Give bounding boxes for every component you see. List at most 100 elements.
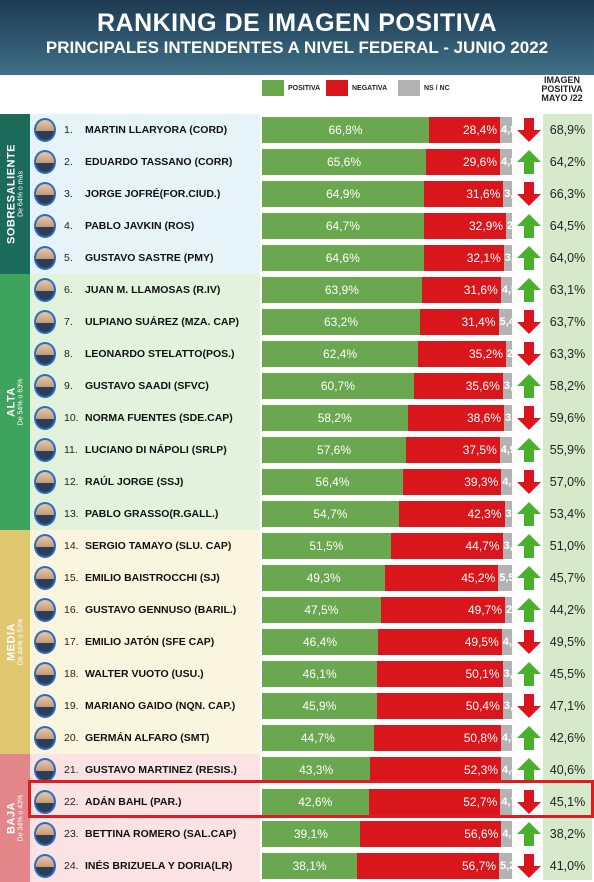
rank-number: 9. (64, 380, 73, 392)
avatar (34, 438, 56, 462)
stacked-bar: 63,2%31,4%5,4% (262, 309, 512, 335)
trend-down-arrow-icon (517, 310, 541, 334)
ranking-row: 19. MARIANO GAIDO (NQN. CAP.) 45,9%50,4%3,… (0, 690, 594, 722)
rank-number: 1. (64, 124, 73, 136)
nsnc-segment: 3,7% (502, 693, 512, 719)
stacked-bar: 64,7%32,9%2,4% (262, 213, 512, 239)
nsnc-segment: 4,7% (500, 789, 512, 815)
negative-segment: 31,4% (420, 309, 499, 335)
band-row-background (30, 114, 260, 274)
stacked-bar: 66,8%28,4%4,8% (262, 117, 512, 143)
nsnc-segment: 4,5% (500, 277, 512, 303)
stacked-bar: 65,6%29,6%4,8% (262, 149, 512, 175)
rank-number: 17. (64, 636, 79, 648)
arrow-shape (517, 822, 541, 846)
mayor-name: JUAN M. LLAMOSAS (R.IV) (85, 284, 221, 296)
mayor-name: SERGIO TAMAYO (SLU. CAP) (85, 540, 232, 552)
nsnc-segment: 3,3% (503, 245, 512, 271)
positive-segment: 60,7% (262, 373, 414, 399)
stacked-bar: 63,9%31,6%4,5% (262, 277, 512, 303)
mayor-name: GUSTAVO SAADI (SFVC) (85, 380, 209, 392)
avatar (34, 854, 56, 878)
band-row-background (30, 274, 260, 530)
rank-number: 15. (64, 572, 79, 584)
avatar (34, 342, 56, 366)
highlight-frame (28, 780, 594, 818)
mayor-name: GUSTAVO GENNUSO (BARIL.) (85, 604, 237, 616)
positive-segment: 64,7% (262, 213, 424, 239)
negative-segment: 49,7% (380, 597, 505, 623)
title-banner: RANKING DE IMAGEN POSITIVA PRINCIPALES I… (0, 0, 594, 75)
arrow-shape (517, 182, 541, 206)
arrow-shape (517, 374, 541, 398)
stacked-bar: 57,6%37,5%4,9% (262, 437, 512, 463)
negative-segment: 35,6% (413, 373, 503, 399)
mayor-name: LUCIANO DI NÁPOLI (SRLP) (85, 444, 227, 456)
ranking-row: 14. SERGIO TAMAYO (SLU. CAP) 51,5%44,7%3,8… (0, 530, 594, 562)
nsnc-segment: 5,2% (499, 853, 512, 879)
trend-up-arrow-icon (517, 758, 541, 782)
arrow-shape (517, 534, 541, 558)
ranking-row: 20. GERMÁN ALFARO (SMT) 44,7%50,8%4,5% 42,6… (0, 722, 594, 754)
mayor-name: ADÁN BAHL (PAR.) (85, 796, 182, 808)
nsnc-segment: 3,7% (502, 373, 512, 399)
ranking-row: 12. RAÚL JORGE (SSJ) 56,4%39,3%4,3% 57,0% (0, 466, 594, 498)
legend-positive-label: POSITIVA (288, 84, 321, 92)
arrow-shape (517, 438, 541, 462)
positive-segment: 49,3% (262, 565, 386, 591)
legend-ns-label: NS / NC (424, 84, 450, 92)
band-row-background (30, 754, 260, 882)
rank-number: 24. (64, 860, 79, 872)
previous-value: 49,5% (549, 635, 586, 649)
previous-value: 38,2% (549, 827, 586, 841)
trend-up-arrow-icon (517, 214, 541, 238)
mayor-name: GUSTAVO SASTRE (PMY) (85, 252, 214, 264)
negative-segment: 50,4% (376, 693, 503, 719)
stacked-bar: 44,7%50,8%4,5% (262, 725, 512, 751)
ranking-row: 2. EDUARDO TASSANO (CORR) 65,6%29,6%4,8% 64… (0, 146, 594, 178)
mayor-name: BETTINA ROMERO (SAL.CAP) (85, 828, 237, 840)
stacked-bar: 43,3%52,3%4,4% (262, 757, 512, 783)
positive-segment: 45,9% (262, 693, 377, 719)
arrow-shape (517, 662, 541, 686)
positive-segment: 57,6% (262, 437, 406, 463)
trend-down-arrow-icon (517, 406, 541, 430)
negative-segment: 31,6% (424, 181, 504, 207)
stacked-bar: 60,7%35,6%3,7% (262, 373, 512, 399)
ranking-row: 18. WALTER VUOTO (USU.) 46,1%50,1%3,8% 45,5… (0, 658, 594, 690)
positive-segment: 63,2% (262, 309, 420, 335)
positive-segment: 63,9% (262, 277, 422, 303)
avatar (34, 150, 56, 174)
trend-down-arrow-icon (517, 790, 541, 814)
arrow-shape (517, 854, 541, 878)
stacked-bar: 54,7%42,3%3,0% (262, 501, 512, 527)
previous-value: 63,7% (549, 315, 586, 329)
previous-value: 57,0% (549, 475, 586, 489)
negative-segment: 49,5% (378, 629, 502, 655)
nsnc-segment: 4,8% (500, 149, 512, 175)
trend-down-arrow-icon (517, 470, 541, 494)
avatar (34, 662, 56, 686)
previous-value: 45,7% (549, 571, 586, 585)
avatar (34, 310, 56, 334)
nsnc-segment: 2,4% (506, 341, 512, 367)
previous-value: 51,0% (549, 539, 586, 553)
nsnc-segment: 2,8% (505, 597, 512, 623)
trend-up-arrow-icon (517, 150, 541, 174)
trend-up-arrow-icon (517, 438, 541, 462)
nsnc-segment: 3,8% (502, 533, 512, 559)
previous-value: 66,3% (549, 187, 586, 201)
legend-negative: NEGATIVA (326, 80, 387, 96)
avatar (34, 502, 56, 526)
negative-segment: 31,6% (421, 277, 501, 303)
ranking-row: 8.LEONARDO STELATTO(POS.)62,4%35,2%2,4%6… (0, 338, 594, 370)
avatar (34, 758, 56, 782)
ranking-row: 7. ULPIANO SUÁREZ (MZA. CAP) 63,2% 31,4% 5,4… (0, 306, 594, 338)
avatar (34, 182, 56, 206)
rank-number: 7. (64, 316, 73, 328)
previous-value: 45,5% (549, 667, 586, 681)
positive-segment: 58,2% (262, 405, 408, 431)
negative-segment: 56,6% (359, 821, 502, 847)
negative-segment: 38,6% (407, 405, 504, 431)
rank-number: 6. (64, 284, 73, 296)
